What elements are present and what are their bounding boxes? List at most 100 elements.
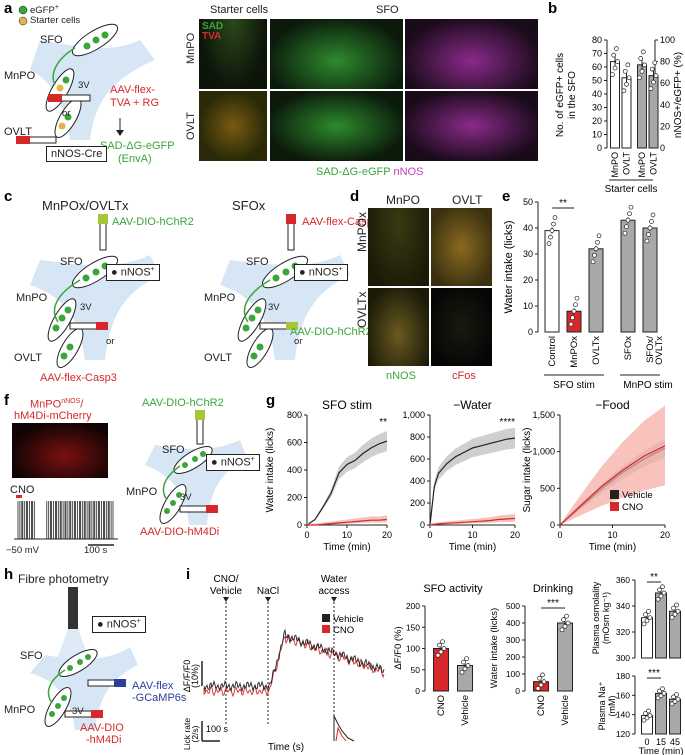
i-ylabel-top2: (10%) bbox=[190, 664, 200, 688]
c-right-nnos-box: ● nNOS+ bbox=[294, 264, 348, 281]
d-row1: MnPOx bbox=[355, 211, 369, 252]
c-left-ovlt: OVLT bbox=[14, 352, 42, 364]
image-sfo-2 bbox=[405, 19, 538, 89]
f-cno-bar bbox=[16, 495, 22, 498]
panel-h-letter: h bbox=[4, 566, 14, 583]
b-ytick-right-label: 80 bbox=[660, 57, 670, 67]
e-xtick-label: SFOx bbox=[623, 336, 634, 361]
i-bar-ytick-label: 300 bbox=[506, 635, 520, 645]
e-point bbox=[568, 321, 574, 327]
i-bar-point bbox=[462, 666, 468, 672]
g-legend-cno-swatch bbox=[610, 502, 619, 511]
c-left-sfo: SFO bbox=[60, 256, 83, 268]
g-xlabel: Time (min) bbox=[323, 542, 370, 553]
i-bar-ytick-label: 150 bbox=[406, 622, 420, 632]
i-bar-point bbox=[643, 612, 648, 617]
b-ytick-right-label: 0 bbox=[660, 143, 665, 153]
e-point bbox=[622, 230, 628, 236]
b-point bbox=[611, 52, 617, 58]
i-bar-point bbox=[464, 656, 469, 662]
label-ovlt: OVLT bbox=[4, 126, 32, 138]
panel-i-letter: i bbox=[186, 566, 191, 583]
panel-h-schematic bbox=[30, 587, 138, 730]
i-bar-point bbox=[669, 701, 675, 707]
g-series-line bbox=[307, 518, 388, 526]
g-xlabel: Time (min) bbox=[449, 542, 496, 553]
g-title: −Water bbox=[453, 398, 492, 412]
virus-red-line1: AAV-flex- bbox=[110, 84, 156, 96]
c-left-bottom-virus: AAV-flex-Casp3 bbox=[40, 372, 117, 384]
i-bar-point bbox=[440, 639, 445, 645]
i-legend-cno-swatch bbox=[322, 625, 330, 633]
b-point bbox=[637, 75, 642, 81]
g-ytick-label: 0 bbox=[550, 520, 555, 530]
i-legend-vehicle: Vehicle bbox=[333, 614, 364, 625]
i-lick-cno bbox=[335, 726, 347, 742]
g-xtick-label: 10 bbox=[342, 530, 352, 540]
c-right-3v: 3V bbox=[268, 302, 280, 313]
i-bar-point bbox=[660, 584, 665, 590]
i-event-access: access bbox=[318, 586, 349, 597]
f-sfo: SFO bbox=[162, 444, 185, 456]
i-bar-point bbox=[561, 617, 566, 622]
e-point bbox=[624, 224, 629, 230]
c-right-or: or bbox=[294, 336, 303, 347]
i-lick-vehicle bbox=[333, 715, 355, 742]
b-xtick-label: OVLT bbox=[649, 152, 659, 175]
image-d-3 bbox=[368, 288, 429, 366]
i-bar-ytick-label: 100 bbox=[406, 644, 420, 654]
b-point bbox=[615, 59, 620, 64]
g-xtick-label: 20 bbox=[660, 530, 670, 540]
g-ytick-label: 1,500 bbox=[532, 410, 555, 420]
i-bar-sig: *** bbox=[547, 598, 559, 609]
h-virus-blue2: -GCaMP6s bbox=[132, 692, 187, 704]
b-point bbox=[612, 65, 618, 71]
g-xtick-label: 10 bbox=[607, 530, 617, 540]
i-bar-point bbox=[537, 675, 542, 681]
i-bar-point bbox=[438, 649, 444, 655]
g-xtick-label: 0 bbox=[427, 530, 432, 540]
h-3v: 3V bbox=[72, 706, 84, 717]
c-right-top-virus: AAV-flex-Casp3 bbox=[302, 216, 379, 228]
b-ytick-left-label: 80 bbox=[592, 35, 602, 45]
label-sfo: SFO bbox=[40, 34, 63, 46]
cap-tva: TVA bbox=[202, 31, 222, 42]
i-bar-ytick-label: 120 bbox=[616, 729, 630, 739]
i-bar-ytick-label: 400 bbox=[506, 618, 520, 628]
b-point bbox=[621, 88, 627, 94]
b-xtick-label: MnPO bbox=[637, 152, 647, 178]
d-col1: MnPO bbox=[386, 193, 421, 207]
i-bar-xtick-label: 45 bbox=[670, 737, 680, 747]
i-bar-point bbox=[674, 602, 679, 608]
b-bar bbox=[621, 77, 632, 149]
g-series-line bbox=[559, 445, 666, 526]
b-point bbox=[653, 73, 659, 78]
i-bar-ytick-label: 0 bbox=[515, 686, 520, 696]
f-nnos-box: ● nNOS+ bbox=[206, 454, 260, 471]
g-ytick-label: 600 bbox=[287, 438, 302, 448]
g-ytick-label: 200 bbox=[410, 498, 425, 508]
i-bar-point bbox=[671, 694, 676, 700]
i-bar-point bbox=[675, 696, 681, 702]
e-point bbox=[552, 215, 558, 220]
image-f bbox=[12, 423, 108, 478]
caption-a: SAD-ΔG-eGFP nNOS bbox=[316, 166, 424, 178]
g-ytick-label: 0 bbox=[420, 520, 425, 530]
i-ylabel-lick: Lick rate bbox=[182, 718, 192, 750]
g-xtick-label: 0 bbox=[304, 530, 309, 540]
h-virus-red1: AAV-DIO bbox=[80, 722, 124, 734]
label-or: or bbox=[62, 108, 71, 119]
b-point bbox=[649, 66, 655, 72]
i-event-marker bbox=[331, 597, 337, 602]
g-ylabel: Water intake (licks) bbox=[265, 428, 276, 513]
b-ytick-right-label: 100 bbox=[660, 35, 675, 45]
i-event-nacl: NaCl bbox=[257, 586, 279, 597]
f-spikes bbox=[17, 501, 114, 539]
i-bar-xtick-label: 15 bbox=[656, 737, 666, 747]
b-point bbox=[625, 62, 631, 68]
b-ytick-right-label: 60 bbox=[660, 78, 670, 88]
i-legend-vehicle-swatch bbox=[322, 614, 330, 622]
i-bar-point bbox=[540, 672, 545, 678]
i-bar-title: Drinking bbox=[533, 583, 573, 595]
